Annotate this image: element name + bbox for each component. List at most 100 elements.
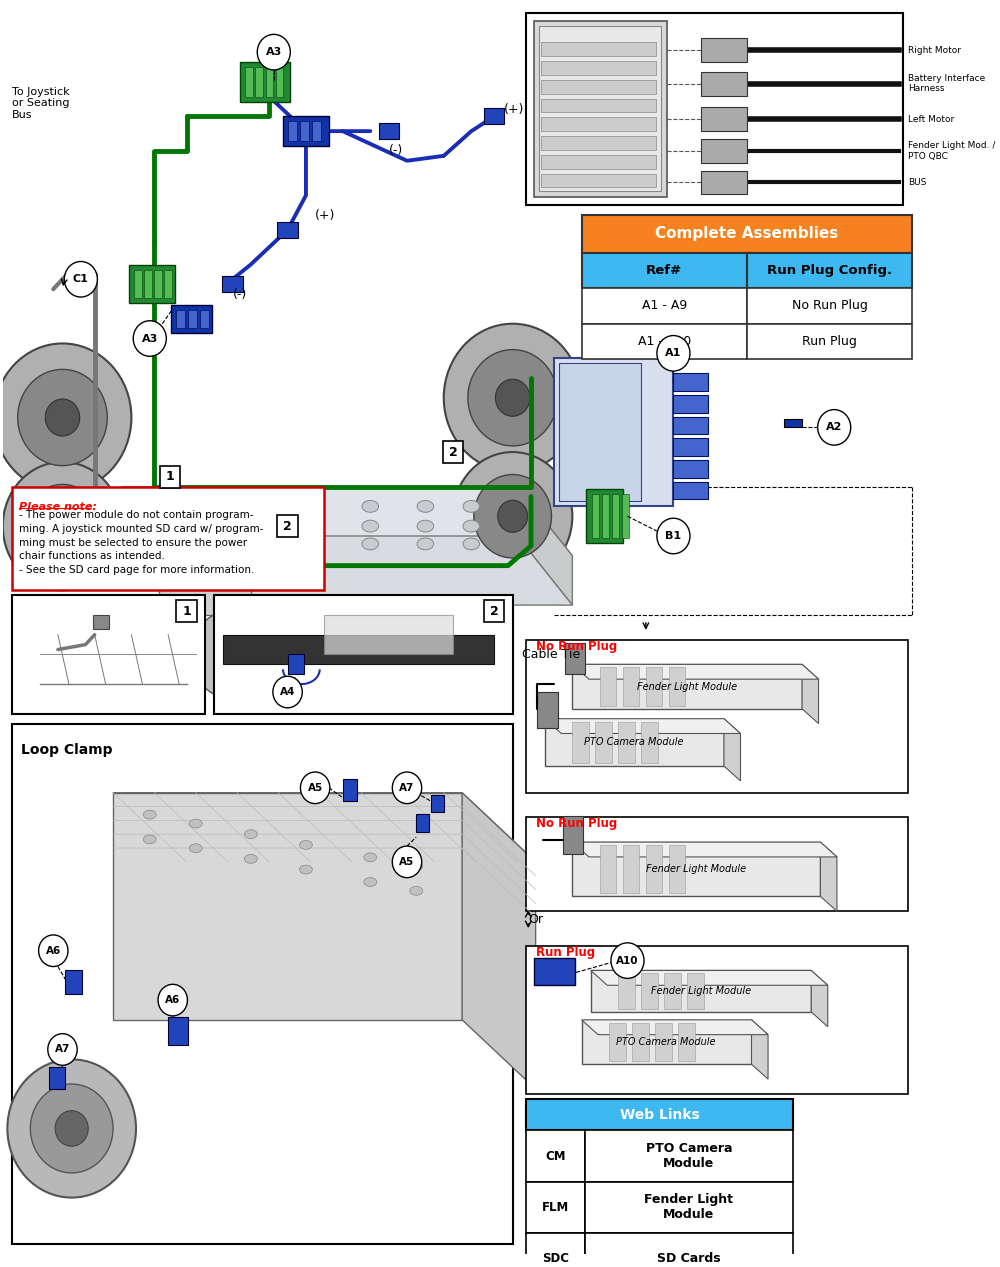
Polygon shape bbox=[113, 793, 462, 1020]
Bar bbox=[164, 270, 172, 298]
Text: 2: 2 bbox=[449, 446, 457, 459]
Text: Battery Interface
Harness: Battery Interface Harness bbox=[908, 73, 985, 94]
Bar bbox=[537, 692, 558, 727]
Ellipse shape bbox=[410, 862, 423, 870]
Circle shape bbox=[818, 409, 851, 445]
Circle shape bbox=[611, 943, 644, 978]
Text: (-): (-) bbox=[232, 288, 247, 300]
Text: C1: C1 bbox=[73, 274, 89, 284]
Bar bbox=[324, 614, 453, 655]
Bar bbox=[534, 958, 575, 986]
Circle shape bbox=[0, 343, 131, 492]
Text: Cable Tie: Cable Tie bbox=[522, 647, 580, 661]
Ellipse shape bbox=[364, 878, 377, 887]
Ellipse shape bbox=[463, 521, 480, 532]
Bar bbox=[747, 323, 912, 360]
Circle shape bbox=[498, 500, 528, 532]
Bar bbox=[673, 372, 708, 390]
Bar bbox=[600, 668, 616, 706]
Text: 2: 2 bbox=[490, 604, 499, 617]
Text: SD Cards: SD Cards bbox=[657, 1252, 721, 1266]
Text: A7: A7 bbox=[399, 783, 415, 793]
Circle shape bbox=[444, 323, 582, 471]
Bar bbox=[416, 815, 429, 832]
Bar bbox=[669, 845, 685, 893]
Bar bbox=[545, 718, 724, 767]
Bar bbox=[784, 419, 802, 427]
Bar bbox=[277, 222, 298, 238]
Text: Complete Assemblies: Complete Assemblies bbox=[655, 227, 839, 241]
Bar bbox=[582, 288, 747, 323]
Bar bbox=[554, 359, 673, 507]
Text: No Run Plug: No Run Plug bbox=[536, 817, 617, 830]
Bar bbox=[664, 973, 681, 1009]
Ellipse shape bbox=[197, 521, 213, 532]
Text: A6: A6 bbox=[46, 945, 61, 955]
Text: Left Motor: Left Motor bbox=[908, 115, 954, 124]
Circle shape bbox=[24, 484, 101, 568]
Polygon shape bbox=[122, 487, 177, 606]
Bar bbox=[641, 973, 658, 1009]
Text: FLM: FLM bbox=[542, 1201, 569, 1214]
Ellipse shape bbox=[244, 830, 257, 839]
Polygon shape bbox=[122, 536, 572, 606]
Bar bbox=[431, 794, 444, 812]
Circle shape bbox=[158, 984, 187, 1016]
Bar bbox=[539, 27, 661, 191]
Ellipse shape bbox=[189, 844, 202, 853]
Text: (+): (+) bbox=[503, 103, 524, 115]
Bar bbox=[168, 1017, 188, 1044]
Bar bbox=[541, 155, 656, 169]
Bar bbox=[484, 109, 504, 124]
Text: BUS: BUS bbox=[908, 177, 926, 188]
Text: CM: CM bbox=[545, 1149, 566, 1163]
Ellipse shape bbox=[364, 853, 377, 862]
Polygon shape bbox=[572, 843, 837, 856]
Ellipse shape bbox=[189, 818, 202, 829]
Text: Run Plug: Run Plug bbox=[536, 945, 595, 959]
Bar bbox=[176, 601, 197, 622]
Ellipse shape bbox=[417, 521, 434, 532]
Text: Fender Light Module: Fender Light Module bbox=[651, 986, 751, 996]
Bar bbox=[188, 310, 197, 328]
Bar bbox=[646, 668, 662, 706]
Ellipse shape bbox=[252, 538, 268, 550]
Ellipse shape bbox=[362, 538, 379, 550]
Bar bbox=[484, 601, 504, 622]
Bar bbox=[609, 1022, 626, 1062]
Text: A10: A10 bbox=[616, 955, 639, 965]
Circle shape bbox=[191, 609, 274, 699]
Ellipse shape bbox=[463, 500, 480, 512]
Circle shape bbox=[55, 1111, 88, 1147]
Bar bbox=[222, 276, 243, 293]
Bar bbox=[673, 417, 708, 435]
Bar bbox=[595, 722, 612, 763]
Text: A2: A2 bbox=[826, 422, 842, 432]
Ellipse shape bbox=[417, 538, 434, 550]
Ellipse shape bbox=[252, 521, 268, 532]
Bar bbox=[12, 487, 324, 590]
Bar bbox=[646, 845, 662, 893]
Ellipse shape bbox=[143, 835, 156, 844]
Bar bbox=[618, 973, 635, 1009]
Bar bbox=[559, 364, 641, 502]
Bar bbox=[747, 252, 912, 288]
Ellipse shape bbox=[197, 500, 213, 512]
Text: PTO Camera Module: PTO Camera Module bbox=[584, 737, 684, 748]
Text: A6: A6 bbox=[165, 995, 180, 1005]
Bar bbox=[701, 139, 747, 162]
Text: A7: A7 bbox=[55, 1044, 70, 1054]
Polygon shape bbox=[462, 793, 536, 1088]
Bar bbox=[585, 1233, 793, 1267]
Bar bbox=[12, 723, 513, 1244]
Bar bbox=[687, 973, 704, 1009]
Text: Fender Light Module: Fender Light Module bbox=[637, 682, 737, 692]
Bar bbox=[673, 395, 708, 413]
Bar bbox=[288, 655, 304, 674]
Bar bbox=[541, 136, 656, 150]
Text: Right Motor: Right Motor bbox=[908, 46, 961, 54]
Bar bbox=[541, 99, 656, 113]
Bar bbox=[223, 635, 494, 664]
Text: Ref#: Ref# bbox=[646, 264, 682, 277]
Bar bbox=[582, 323, 747, 360]
